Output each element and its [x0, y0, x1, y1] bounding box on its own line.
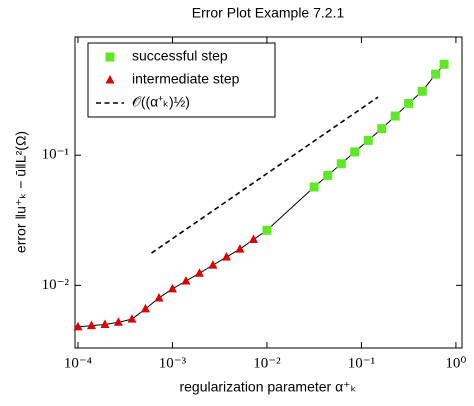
square-marker	[417, 86, 427, 96]
x-tick-label: 10⁻⁴	[64, 355, 92, 371]
triangle-marker	[86, 320, 96, 330]
rate-line	[151, 96, 379, 254]
square-marker	[350, 147, 360, 157]
y-tick-label: 10⁻¹	[42, 147, 69, 163]
x-tick-label: 10⁰	[445, 355, 466, 371]
square-marker	[404, 98, 414, 108]
legend-marker	[105, 52, 115, 62]
triangle-marker	[194, 268, 204, 277]
triangle-marker	[113, 317, 123, 326]
square-marker	[377, 124, 387, 134]
x-tick-label: 10⁻¹	[348, 355, 375, 371]
square-marker	[323, 170, 333, 180]
y-tick-label: 10⁻²	[42, 277, 70, 293]
legend-label: successful step	[132, 48, 228, 64]
triangle-marker	[100, 319, 110, 329]
triangle-marker	[208, 260, 218, 269]
chart-title: Error Plot Example 7.2.1	[192, 5, 345, 21]
square-marker	[336, 159, 346, 169]
x-axis-label: regularization parameter α⁺ₖ	[179, 379, 356, 395]
square-marker	[363, 135, 373, 145]
legend-label: intermediate step	[132, 71, 240, 87]
x-tick-label: 10⁻²	[253, 355, 281, 371]
legend-label: 𝒪((α⁺ₖ)½)	[132, 94, 190, 110]
triangle-marker	[154, 292, 164, 302]
square-marker	[390, 111, 400, 121]
x-tick-label: 10⁻³	[159, 355, 187, 371]
plot-frame	[74, 36, 463, 349]
triangle-marker	[248, 234, 258, 244]
square-marker	[431, 69, 441, 79]
square-marker	[262, 225, 272, 235]
triangle-marker	[221, 252, 231, 261]
legend-box	[87, 42, 276, 118]
triangle-marker	[235, 244, 245, 253]
triangle-marker	[73, 321, 83, 331]
y-axis-label: error ‖u⁺ₖ − ū‖L²(Ω)	[13, 131, 29, 253]
triangle-marker	[167, 283, 177, 293]
triangle-marker	[181, 275, 191, 285]
triangle-marker	[127, 314, 137, 323]
triangle-marker	[140, 303, 150, 313]
square-marker	[309, 182, 319, 192]
legend-marker	[105, 75, 115, 84]
square-marker	[439, 59, 449, 69]
